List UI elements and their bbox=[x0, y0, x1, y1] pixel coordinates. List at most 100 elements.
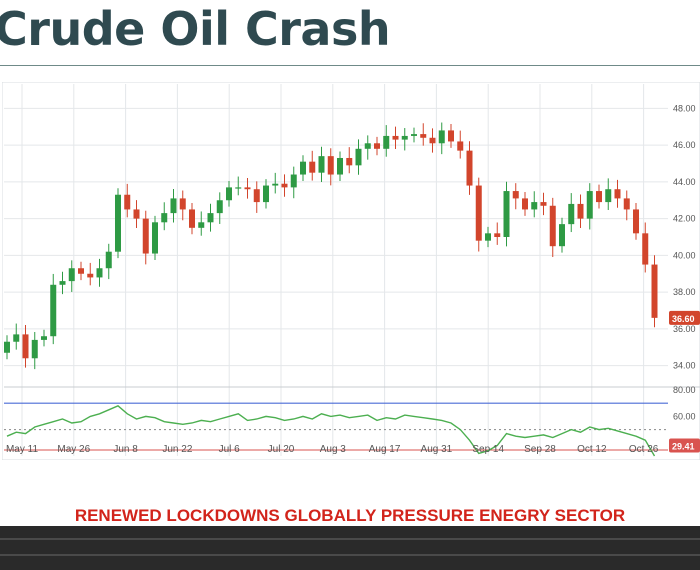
candle bbox=[605, 189, 612, 203]
candle bbox=[253, 189, 260, 203]
candle bbox=[300, 161, 306, 175]
candle bbox=[189, 209, 195, 228]
candle bbox=[68, 268, 75, 282]
candle bbox=[429, 137, 436, 144]
candle bbox=[142, 218, 149, 254]
x-tick-label: Sep 28 bbox=[524, 444, 556, 455]
candle bbox=[198, 222, 205, 228]
candle bbox=[31, 339, 38, 359]
candle bbox=[457, 141, 464, 151]
candle bbox=[623, 198, 630, 210]
x-tick-label: May 11 bbox=[6, 444, 38, 455]
x-tick-label: Sep 14 bbox=[472, 444, 504, 455]
last-price-badge bbox=[669, 310, 700, 325]
last-rsi-label: 29.41 bbox=[672, 441, 695, 451]
y-tick-label: 36.00 bbox=[673, 324, 696, 334]
y-tick-label: 34.00 bbox=[673, 361, 696, 371]
candle bbox=[448, 130, 454, 142]
candle bbox=[244, 187, 251, 190]
candle bbox=[466, 150, 473, 186]
candle bbox=[364, 143, 371, 149]
y-tick-label: 38.00 bbox=[673, 287, 696, 297]
candle bbox=[105, 251, 112, 269]
candle bbox=[78, 268, 84, 274]
candle bbox=[124, 194, 131, 210]
candle bbox=[346, 157, 353, 166]
candle bbox=[235, 187, 242, 189]
candle bbox=[337, 157, 343, 175]
candlestick-chart: 34.00 36.00 38.00 40.00 42.00 44.00 46.00 48.00… bbox=[2, 82, 700, 460]
candle bbox=[22, 334, 29, 359]
candle bbox=[170, 198, 177, 214]
candle bbox=[216, 200, 223, 214]
x-tick-label: Aug 3 bbox=[320, 444, 347, 455]
bottom-bar bbox=[0, 526, 700, 570]
last-rsi-badge bbox=[669, 438, 700, 453]
y-tick-label: 44.00 bbox=[673, 177, 696, 187]
title-divider bbox=[0, 65, 700, 66]
candle bbox=[355, 148, 362, 166]
x-tick-label: Aug 31 bbox=[421, 444, 453, 455]
candle bbox=[290, 174, 297, 188]
candle bbox=[152, 222, 158, 254]
candle bbox=[281, 183, 288, 188]
chart-caption: RENEWED LOCKDOWNS GLOBALLY PRESSURE ENEG… bbox=[74, 506, 626, 525]
bottom-bar-stripe bbox=[0, 554, 700, 556]
candle bbox=[531, 202, 538, 210]
candle bbox=[207, 213, 214, 223]
candle bbox=[586, 191, 593, 219]
x-tick-label: May 26 bbox=[57, 444, 90, 455]
candle bbox=[522, 198, 528, 210]
candle bbox=[614, 189, 621, 199]
candle bbox=[392, 135, 399, 140]
y-tick-label: 48.00 bbox=[673, 103, 696, 113]
x-tick-label: Jun 22 bbox=[162, 444, 192, 455]
y-tick-label: 46.00 bbox=[673, 140, 696, 150]
candle bbox=[549, 205, 556, 247]
candle bbox=[512, 191, 519, 199]
x-tick-label: Jul 20 bbox=[268, 444, 295, 455]
page-title: Crude Oil Crash bbox=[0, 2, 391, 56]
last-price-label: 36.60 bbox=[672, 314, 695, 324]
candle bbox=[485, 233, 491, 241]
candle bbox=[540, 202, 547, 206]
candle bbox=[383, 135, 390, 149]
candle bbox=[179, 198, 186, 210]
candle bbox=[411, 134, 417, 136]
bottom-bar-stripe bbox=[0, 538, 700, 540]
candle bbox=[13, 334, 20, 342]
candle bbox=[115, 194, 121, 252]
candle bbox=[374, 143, 380, 149]
candle bbox=[50, 284, 57, 337]
candle bbox=[96, 268, 103, 278]
candle bbox=[272, 183, 279, 186]
candle bbox=[133, 209, 140, 219]
candle bbox=[318, 156, 325, 173]
candle bbox=[596, 191, 602, 203]
candle bbox=[475, 185, 482, 241]
candle bbox=[59, 281, 66, 285]
candle bbox=[438, 130, 445, 144]
candle bbox=[651, 264, 658, 318]
candle bbox=[4, 341, 10, 353]
rsi-tick-label: 80.00 bbox=[673, 385, 696, 395]
candle bbox=[568, 203, 575, 225]
rsi-line bbox=[6, 404, 656, 457]
x-tick-label: Oct 12 bbox=[577, 444, 607, 455]
x-tick-label: Jun 8 bbox=[113, 444, 138, 455]
candle bbox=[633, 209, 639, 234]
candle bbox=[559, 224, 565, 247]
candle bbox=[577, 203, 584, 219]
y-tick-label: 42.00 bbox=[673, 214, 696, 224]
candle bbox=[41, 336, 47, 340]
x-tick-label: Aug 17 bbox=[369, 444, 401, 455]
candle bbox=[87, 273, 94, 278]
candle bbox=[420, 134, 427, 138]
candle bbox=[309, 161, 316, 173]
candle bbox=[503, 191, 510, 237]
candle bbox=[327, 156, 334, 175]
candle bbox=[642, 233, 649, 265]
y-tick-label: 40.00 bbox=[673, 250, 696, 260]
candle bbox=[401, 135, 408, 140]
candle bbox=[263, 185, 269, 203]
